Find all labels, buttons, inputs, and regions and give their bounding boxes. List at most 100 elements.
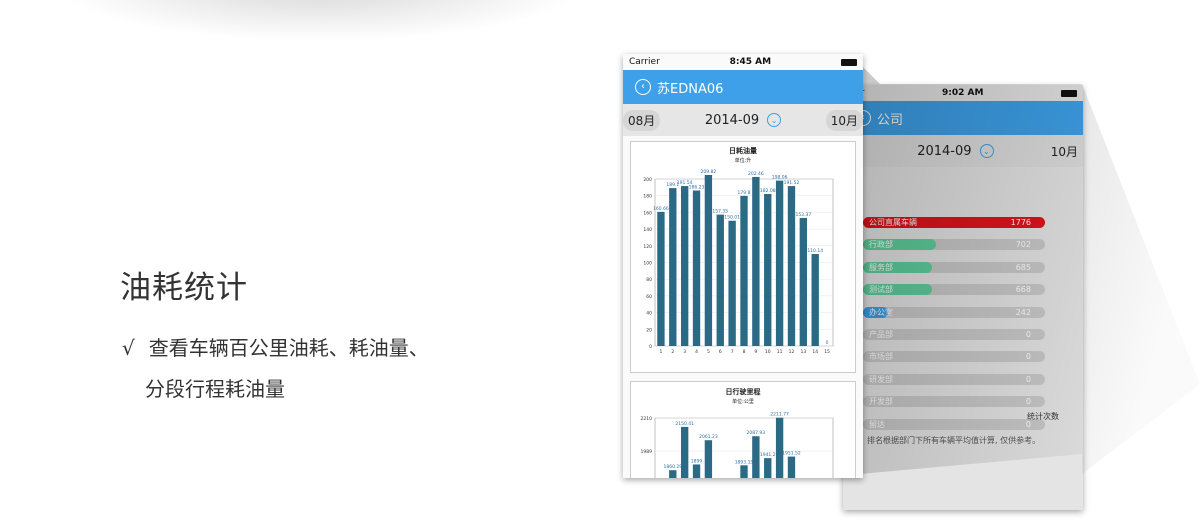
x-tick-label: 15 bbox=[824, 349, 830, 355]
data-label: 2087.93 bbox=[747, 430, 766, 436]
x-tick-label: 2 bbox=[671, 349, 674, 355]
daily-fuel-chart: 日耗油量单位:升020406080100120140160180200160.6… bbox=[643, 146, 834, 355]
phone-fuel-charts: Carrier 8:45 AM ‹ 苏EDNA06 08月 2014-09 ⌄ 1… bbox=[623, 54, 863, 478]
phone-shadow-decoration bbox=[850, 54, 1200, 474]
carrier-label: Carrier bbox=[629, 57, 660, 67]
chart-bar bbox=[764, 458, 772, 478]
current-month-label: 2014-09 bbox=[704, 112, 760, 128]
nav-title: 苏EDNA06 bbox=[657, 81, 724, 97]
chart-bar bbox=[775, 180, 784, 346]
data-label: 157.35 bbox=[712, 209, 728, 215]
x-tick-label: 14 bbox=[812, 349, 818, 355]
data-label: 160.66 bbox=[653, 206, 669, 212]
data-label: 0 bbox=[826, 340, 829, 346]
data-label: 1951.52 bbox=[782, 451, 801, 457]
y-tick-label: 160 bbox=[643, 210, 652, 216]
current-month[interactable]: 2014-09 ⌄ bbox=[704, 112, 782, 128]
data-label: 1899 bbox=[691, 458, 703, 464]
chart-title: 日行驶里程 bbox=[726, 387, 761, 396]
x-tick-label: 3 bbox=[683, 349, 686, 355]
data-label: 198.06 bbox=[772, 175, 788, 181]
daily-mileage-chart-card: 日行驶里程单位:公里22101989176815471641.81860.292… bbox=[630, 381, 856, 478]
y-tick-label: 20 bbox=[646, 327, 652, 333]
chart-bar bbox=[799, 217, 808, 346]
chart-bar bbox=[669, 188, 677, 346]
daily-mileage-chart: 日行驶里程单位:公里22101989176815471641.81860.292… bbox=[641, 387, 834, 478]
x-tick-label: 11 bbox=[777, 349, 783, 355]
chart-bar bbox=[680, 426, 689, 478]
status-time: 8:45 AM bbox=[729, 57, 772, 67]
battery-icon bbox=[840, 58, 857, 66]
x-tick-label: 10 bbox=[765, 349, 771, 355]
x-tick-label: 13 bbox=[800, 349, 806, 355]
x-tick-label: 9 bbox=[754, 349, 757, 355]
feature-line-2: 分段行程耗油量 bbox=[145, 377, 285, 401]
y-tick-label: 180 bbox=[643, 194, 652, 200]
month-selector: 08月 2014-09 ⌄ 10月 bbox=[623, 104, 863, 136]
nav-bar: ‹ 苏EDNA06 bbox=[623, 70, 863, 104]
chart-bar bbox=[692, 190, 701, 346]
chart-bar bbox=[787, 456, 796, 478]
data-label: 110.14 bbox=[807, 248, 823, 254]
chart-subtitle: 单位:升 bbox=[735, 157, 752, 164]
prev-month-button[interactable]: 08月 bbox=[623, 109, 661, 131]
data-label: 2150.41 bbox=[675, 421, 694, 427]
y-tick-label: 40 bbox=[646, 311, 652, 317]
chart-bar bbox=[692, 464, 701, 478]
x-tick-label: 12 bbox=[789, 349, 795, 355]
data-label: 202.46 bbox=[748, 171, 764, 177]
data-label: 186.23 bbox=[689, 184, 705, 190]
y-tick-label: 0 bbox=[649, 344, 652, 350]
chart-bar bbox=[728, 220, 736, 346]
y-tick-label: 140 bbox=[643, 227, 652, 233]
data-label: 153.37 bbox=[795, 212, 811, 218]
chart-bar bbox=[775, 417, 784, 478]
chart-bar bbox=[704, 175, 713, 346]
top-shadow-decoration bbox=[60, 0, 580, 40]
daily-fuel-chart-card: 日耗油量 单位:升 0 20 40 60 80 100 120 140 160 180 200 160.6… bbox=[630, 141, 856, 373]
chart-title: 日耗油量 bbox=[729, 146, 757, 155]
chart-bar bbox=[740, 195, 748, 346]
y-tick-label: 2210 bbox=[641, 416, 653, 422]
chart-bar bbox=[764, 193, 772, 346]
x-tick-label: 4 bbox=[695, 349, 698, 355]
data-label: 189.1 bbox=[666, 182, 679, 188]
chart-subtitle: 单位:公里 bbox=[732, 398, 754, 405]
y-tick-label: 100 bbox=[643, 261, 652, 267]
chart-bar bbox=[716, 214, 724, 346]
next-month-button[interactable]: 10月 bbox=[825, 109, 863, 131]
data-label: 191.54 bbox=[677, 180, 693, 186]
chart-bar bbox=[811, 254, 819, 346]
y-tick-label: 200 bbox=[643, 177, 652, 183]
data-label: 2061.23 bbox=[699, 434, 718, 440]
data-label: 2211.77 bbox=[770, 412, 789, 418]
data-label: 191.52 bbox=[784, 180, 800, 186]
data-label: 209.82 bbox=[701, 169, 717, 175]
feature-title: 油耗统计 bbox=[120, 270, 248, 306]
y-tick-label: 80 bbox=[646, 277, 652, 283]
feature-line-1: √ 查看车辆百公里油耗、耗油量、 bbox=[122, 332, 429, 361]
x-tick-label: 1 bbox=[659, 349, 662, 355]
chart-bar bbox=[752, 436, 760, 478]
chart-bar bbox=[704, 440, 713, 478]
data-label: 150.01 bbox=[724, 215, 740, 221]
chart-bar bbox=[752, 176, 760, 346]
x-tick-label: 6 bbox=[719, 349, 722, 355]
data-label: 1860.29 bbox=[663, 464, 682, 470]
data-label: 179.8 bbox=[738, 190, 751, 196]
back-icon[interactable]: ‹ bbox=[635, 79, 651, 95]
x-tick-label: 7 bbox=[731, 349, 734, 355]
y-tick-label: 120 bbox=[643, 244, 652, 250]
data-label: 182.08 bbox=[760, 188, 776, 194]
chart-bar bbox=[740, 465, 748, 478]
check-mark-icon: √ bbox=[122, 336, 135, 360]
feature-line-1-text: 查看车辆百公里油耗、耗油量、 bbox=[148, 336, 429, 360]
chart-bar bbox=[680, 186, 689, 346]
x-tick-label: 5 bbox=[707, 349, 710, 355]
chart-bar bbox=[669, 470, 677, 478]
chart-bar bbox=[657, 211, 665, 346]
chevron-down-icon[interactable]: ⌄ bbox=[767, 113, 782, 127]
data-label: 1941.2 bbox=[760, 452, 776, 458]
y-tick-label: 60 bbox=[646, 294, 652, 300]
y-tick-label: 1989 bbox=[641, 449, 653, 455]
